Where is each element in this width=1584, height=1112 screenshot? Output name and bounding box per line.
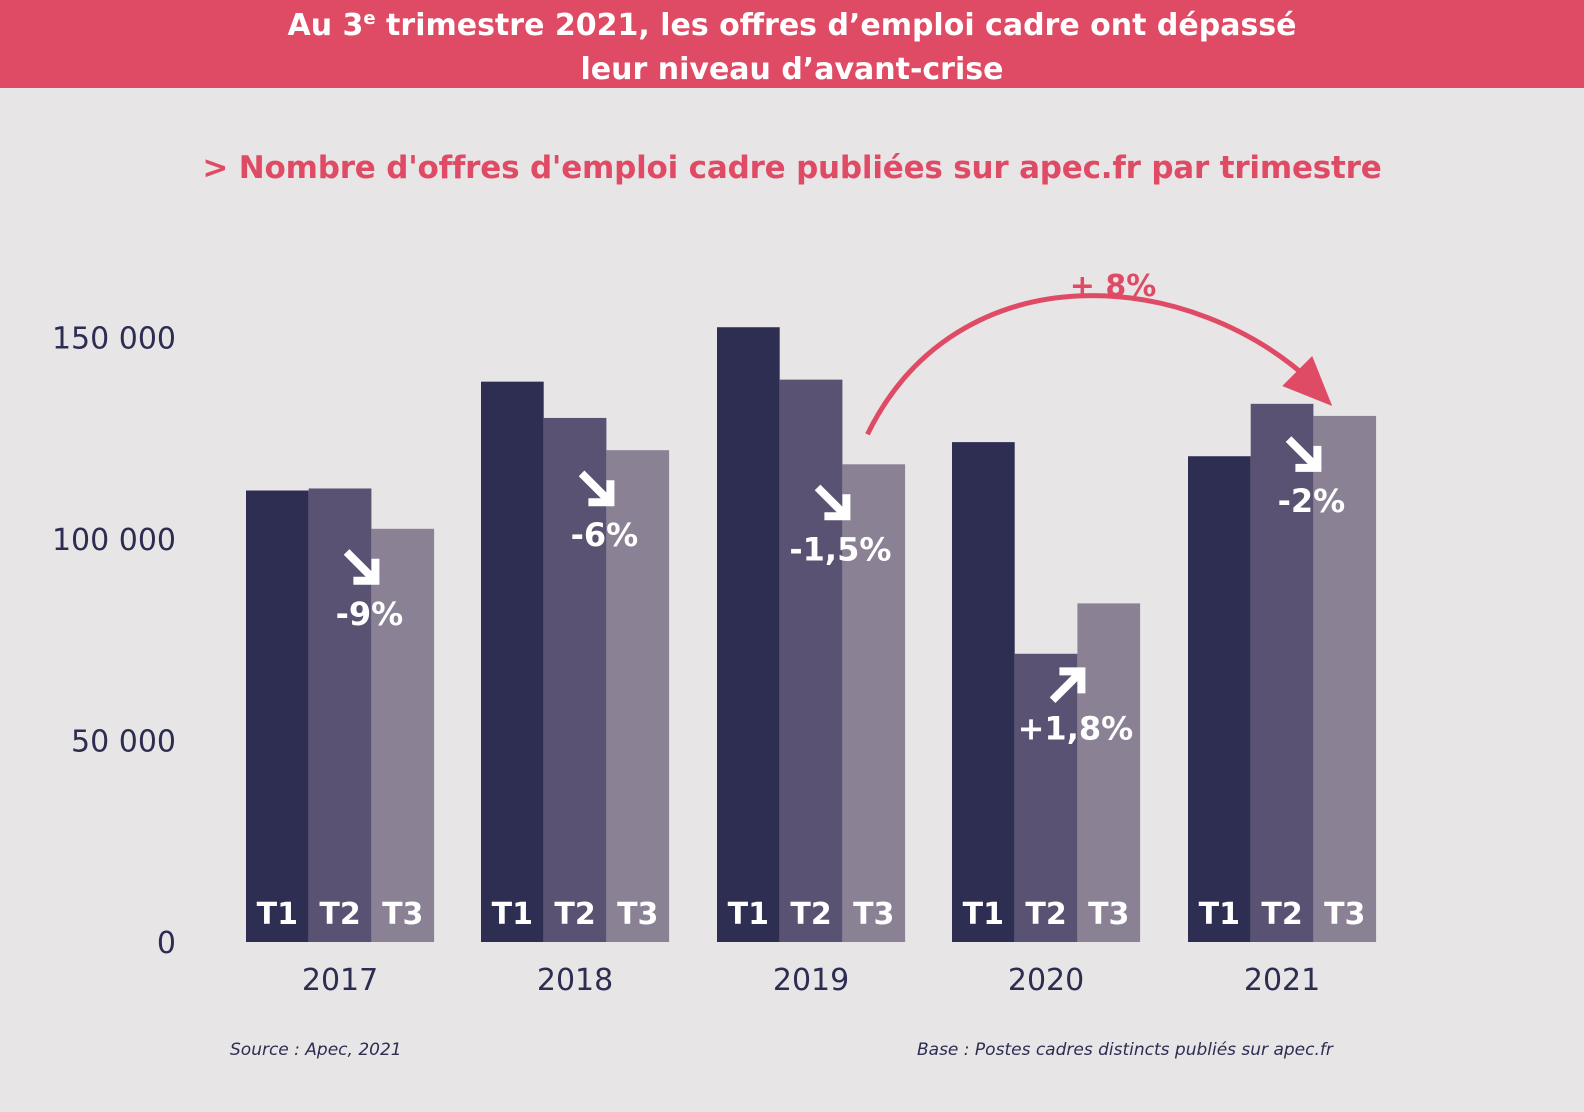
arrow-path	[343, 549, 380, 585]
bar	[779, 379, 843, 942]
change-label: +1,8%	[1018, 709, 1134, 747]
bar	[1313, 415, 1377, 942]
bar	[246, 490, 309, 942]
bar	[543, 417, 607, 942]
bar-quarter-label: T1	[1199, 897, 1240, 932]
bar	[606, 450, 670, 942]
source-note: Source : Apec, 2021	[230, 1040, 402, 1060]
arrow-path	[1285, 436, 1322, 472]
y-tick-label: 100 000	[52, 523, 176, 558]
bar-quarter-label: T3	[1088, 897, 1129, 932]
change-label: -1,5%	[789, 530, 891, 568]
bar	[1250, 403, 1314, 942]
title-part-a: Au 3	[287, 7, 364, 43]
bar	[481, 381, 544, 942]
title-part-b: trimestre 2021, les offres d’emploi cadr…	[375, 7, 1297, 43]
title-superscript: e	[363, 7, 376, 29]
highlight-arrow-curve	[865, 293, 1320, 436]
change-label: -9%	[336, 595, 404, 633]
bar-quarter-label: T3	[1324, 897, 1365, 932]
bar	[952, 442, 1015, 942]
bar-quarter-label: T1	[963, 897, 1004, 932]
bar	[842, 464, 906, 942]
bar-quarter-label: T2	[319, 897, 360, 932]
x-tick-label: 2020	[1008, 963, 1084, 998]
arrow-up-right-icon	[1049, 667, 1086, 704]
title-line-2: leur niveau d’avant-crise	[580, 51, 1004, 87]
bar	[717, 327, 780, 942]
x-tick-label: 2021	[1244, 963, 1320, 998]
y-tick-label: 150 000	[52, 321, 176, 356]
bar-quarter-label: T2	[554, 897, 595, 932]
x-tick-label: 2018	[537, 963, 613, 998]
bar-quarter-label: T2	[1025, 897, 1066, 932]
arrow-path	[814, 484, 851, 521]
bar-quarter-label: T1	[257, 897, 298, 932]
chart-subtitle: > Nombre d'offres d'emploi cadre publiée…	[202, 150, 1382, 186]
change-label: -6%	[571, 516, 639, 554]
arrow-path	[1049, 667, 1086, 704]
bar	[371, 528, 435, 942]
title-banner: Au 3e trimestre 2021, les offres d’emplo…	[0, 0, 1584, 88]
bar	[1014, 653, 1078, 942]
bar	[1188, 456, 1251, 942]
bar	[1077, 603, 1141, 942]
bar-quarter-label: T3	[853, 897, 894, 932]
base-note: Base : Postes cadres distincts publiés s…	[917, 1040, 1333, 1060]
title-line-1: Au 3e trimestre 2021, les offres d’emplo…	[287, 0, 1296, 48]
bar-quarter-label: T2	[1261, 897, 1302, 932]
bar-quarter-label: T2	[790, 897, 831, 932]
x-tick-label: 2019	[773, 963, 849, 998]
x-tick-label: 2017	[302, 963, 378, 998]
highlight-arrow-head-icon	[1282, 356, 1333, 406]
bar	[308, 488, 372, 942]
bar-quarter-label: T1	[728, 897, 769, 932]
arrow-path	[578, 470, 615, 507]
y-tick-label: 0	[157, 926, 176, 961]
y-tick-label: 50 000	[71, 724, 176, 759]
change-label: -2%	[1278, 482, 1346, 520]
arrow-down-right-icon	[1285, 436, 1322, 472]
arrow-down-right-icon	[814, 484, 851, 521]
bar-quarter-label: T3	[382, 897, 423, 932]
highlight-label: + 8%	[1070, 269, 1157, 304]
arrow-down-right-icon	[578, 470, 615, 507]
arrow-down-right-icon	[343, 549, 380, 585]
bar-quarter-label: T1	[492, 897, 533, 932]
bar-quarter-label: T3	[617, 897, 658, 932]
